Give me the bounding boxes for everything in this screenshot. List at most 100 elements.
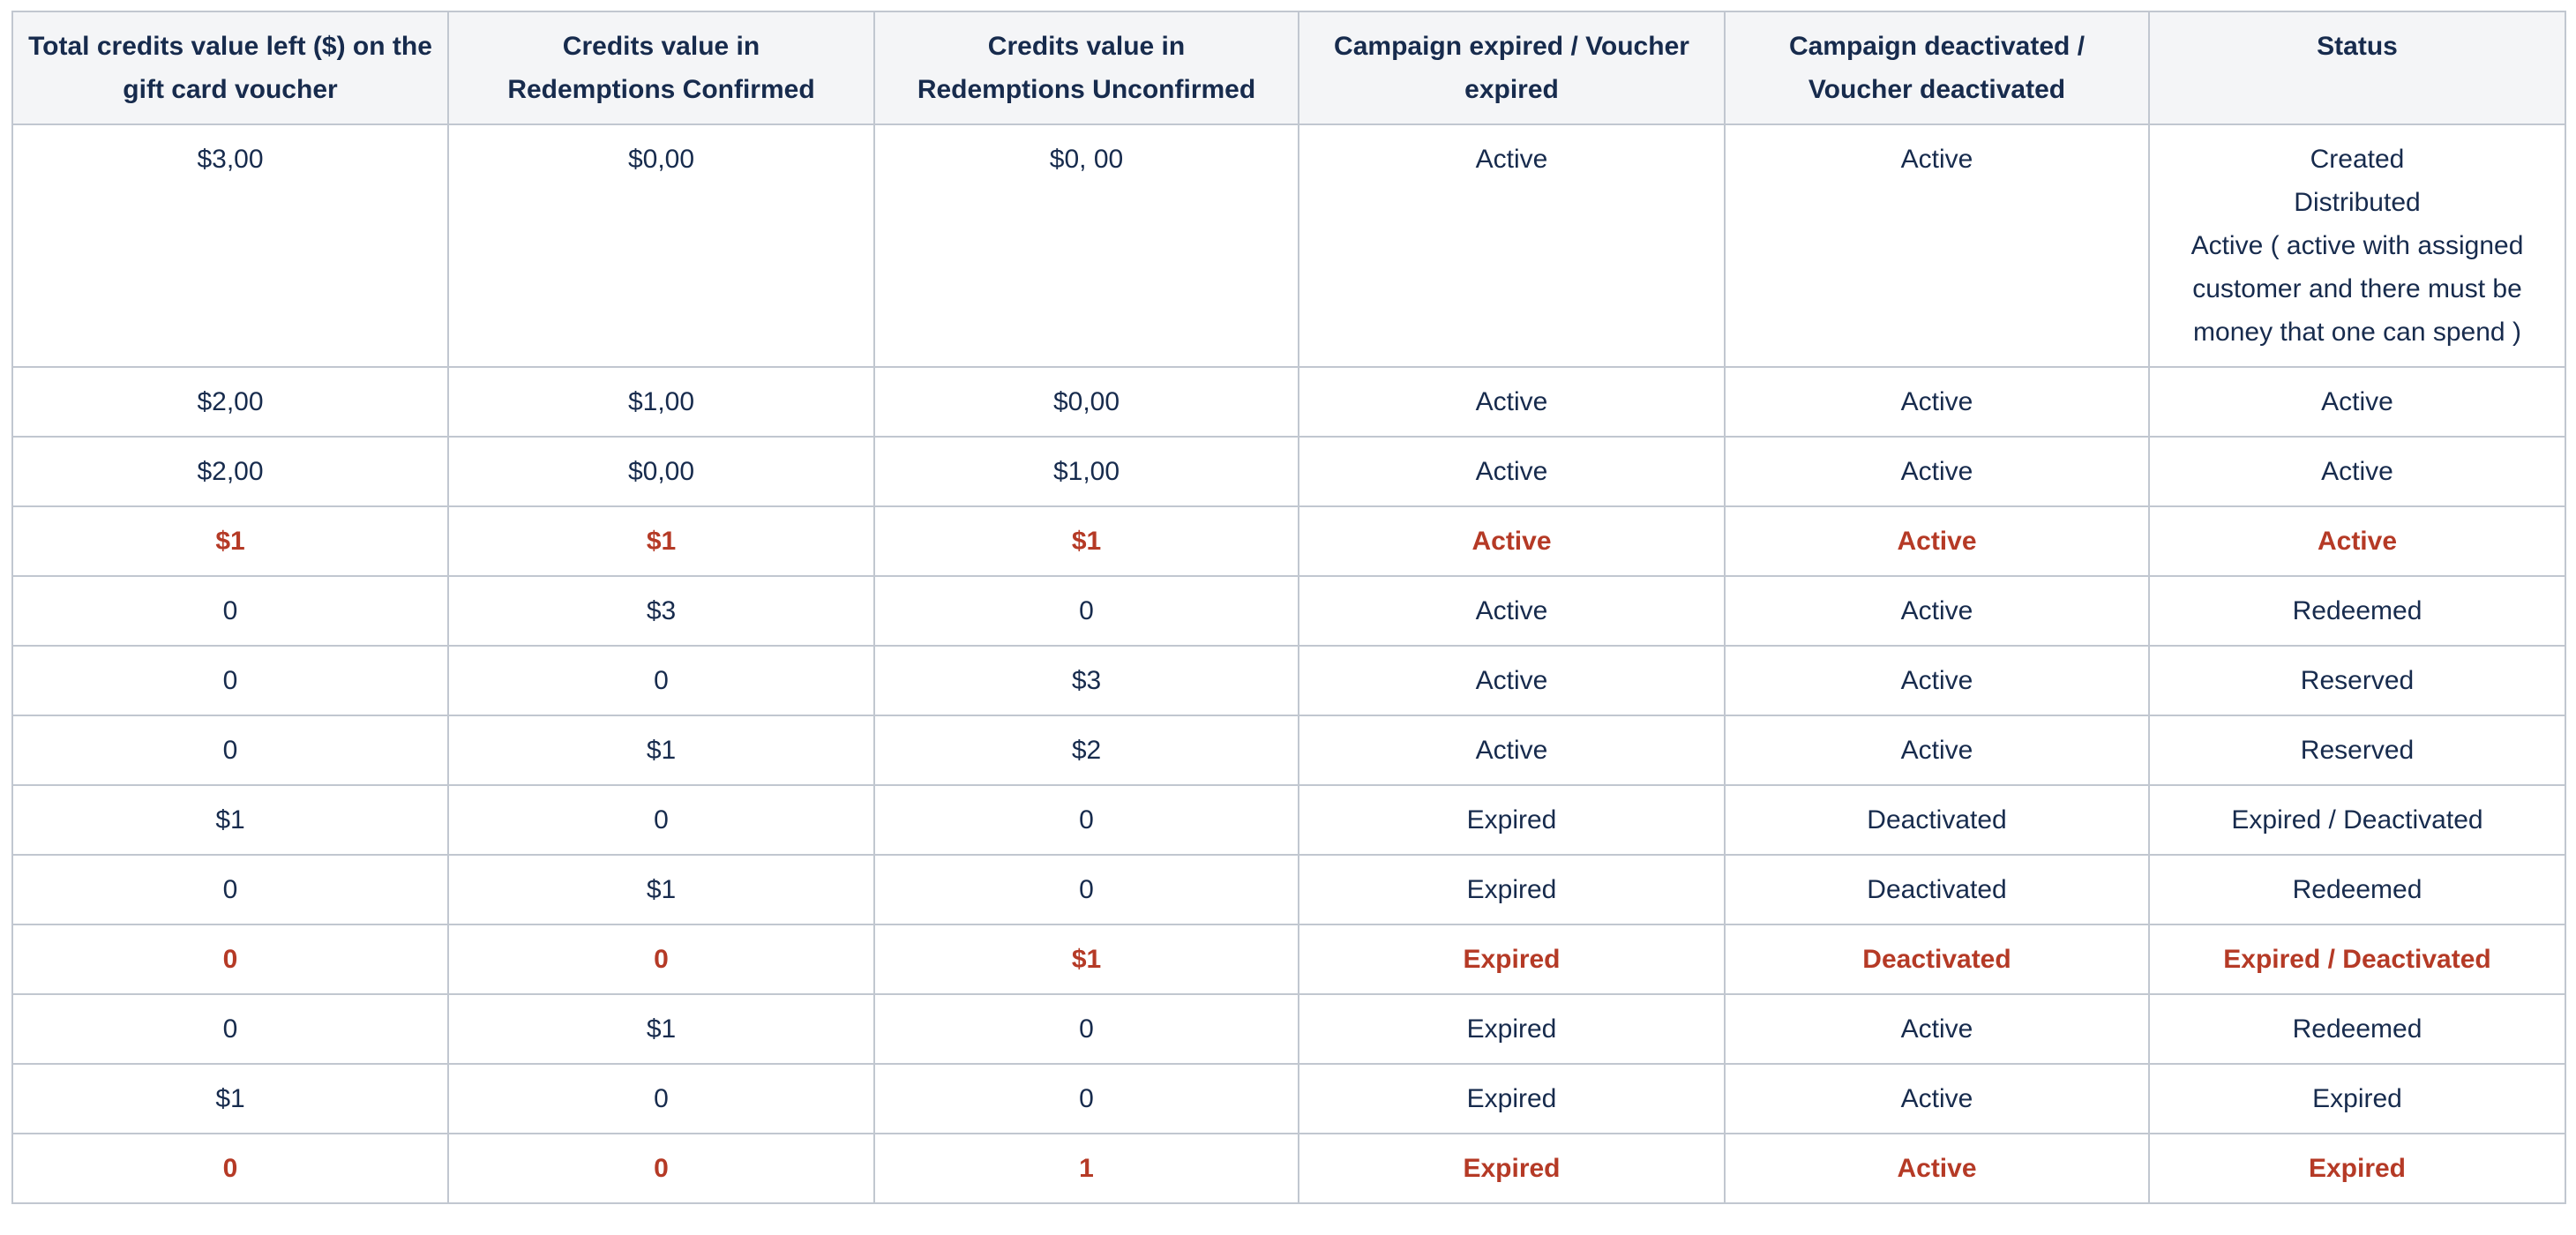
cell-unconfirmed: 0 (873, 993, 1299, 1065)
table-row: $3,00 $0,00 $0, 00 Active Active Created… (11, 124, 2566, 368)
cell-confirmed: 0 (447, 1063, 875, 1134)
table-row: $1 0 0 Expired Deactivated Expired / Dea… (11, 784, 2566, 856)
cell-campaign-expired: Expired (1298, 1063, 1726, 1134)
header-line: Redemptions Unconfirmed (917, 75, 1256, 104)
cell-status: Redeemed (2148, 575, 2566, 647)
cell-campaign-expired: Expired (1298, 1133, 1726, 1204)
cell-campaign-expired: Active (1298, 436, 1726, 507)
table-row-highlighted: $1 $1 $1 Active Active Active (11, 505, 2566, 577)
cell-campaign-deactivated: Active (1724, 124, 2150, 368)
cell-total-left: 0 (11, 645, 449, 716)
cell-unconfirmed: $3 (873, 645, 1299, 716)
voucher-credits-status-table: Total credits value left ($) on the gift… (11, 11, 2566, 1204)
header-line: Campaign deactivated / (1788, 32, 2086, 61)
cell-status: Reserved (2148, 715, 2566, 786)
status-line: Created (2310, 145, 2405, 174)
cell-unconfirmed: 0 (873, 784, 1299, 856)
cell-confirmed: 0 (447, 924, 875, 995)
cell-unconfirmed: $1 (873, 924, 1299, 995)
cell-unconfirmed: 0 (873, 1063, 1299, 1134)
cell-status: Active (2148, 436, 2566, 507)
cell-unconfirmed: $0, 00 (873, 124, 1299, 368)
cell-total-left: 0 (11, 715, 449, 786)
cell-confirmed: $0,00 (447, 436, 875, 507)
cell-confirmed: 0 (447, 1133, 875, 1204)
cell-unconfirmed: $2 (873, 715, 1299, 786)
cell-status: Created Distributed Active ( active with… (2148, 124, 2566, 368)
cell-total-left: 0 (11, 854, 449, 925)
table-row: 0 $1 $2 Active Active Reserved (11, 715, 2566, 786)
column-header-total-credits-left: Total credits value left ($) on the gift… (11, 11, 449, 125)
cell-campaign-deactivated: Deactivated (1724, 924, 2150, 995)
header-line: Redemptions Confirmed (507, 75, 815, 104)
header-line: Credits value in (562, 32, 760, 61)
cell-status: Expired / Deactivated (2148, 924, 2566, 995)
cell-total-left: 0 (11, 993, 449, 1065)
cell-unconfirmed: $0,00 (873, 366, 1299, 438)
header-line: gift card voucher (123, 75, 338, 104)
cell-unconfirmed: 0 (873, 854, 1299, 925)
table-row: 0 $3 0 Active Active Redeemed (11, 575, 2566, 647)
cell-total-left: $1 (11, 505, 449, 577)
table-row: $1 0 0 Expired Active Expired (11, 1063, 2566, 1134)
header-line: Status (2317, 32, 2398, 61)
header-line: Total credits value left ($) on the (28, 32, 432, 61)
cell-campaign-deactivated: Active (1724, 993, 2150, 1065)
column-header-status: Status (2148, 11, 2566, 125)
cell-total-left: $2,00 (11, 366, 449, 438)
table-row: $2,00 $0,00 $1,00 Active Active Active (11, 436, 2566, 507)
cell-campaign-deactivated: Active (1724, 1133, 2150, 1204)
status-line: Distributed (2294, 188, 2421, 217)
cell-status: Active (2148, 505, 2566, 577)
cell-confirmed: $3 (447, 575, 875, 647)
table-row: 0 $1 0 Expired Active Redeemed (11, 993, 2566, 1065)
cell-total-left: $3,00 (11, 124, 449, 368)
cell-campaign-expired: Expired (1298, 924, 1726, 995)
cell-campaign-deactivated: Active (1724, 1063, 2150, 1134)
cell-confirmed: 0 (447, 645, 875, 716)
table-row: $2,00 $1,00 $0,00 Active Active Active (11, 366, 2566, 438)
cell-status: Redeemed (2148, 854, 2566, 925)
cell-total-left: 0 (11, 575, 449, 647)
column-header-redemptions-unconfirmed: Credits value in Redemptions Unconfirmed (873, 11, 1299, 125)
cell-campaign-expired: Expired (1298, 993, 1726, 1065)
column-header-redemptions-confirmed: Credits value in Redemptions Confirmed (447, 11, 875, 125)
cell-campaign-expired: Active (1298, 505, 1726, 577)
cell-total-left: $1 (11, 1063, 449, 1134)
cell-confirmed: $1 (447, 854, 875, 925)
cell-confirmed: $1 (447, 993, 875, 1065)
cell-campaign-expired: Active (1298, 366, 1726, 438)
status-line: Active ( active with assigned customer a… (2190, 231, 2524, 347)
cell-campaign-deactivated: Deactivated (1724, 854, 2150, 925)
table-row-highlighted: 0 0 $1 Expired Deactivated Expired / Dea… (11, 924, 2566, 995)
cell-unconfirmed: $1,00 (873, 436, 1299, 507)
cell-campaign-deactivated: Active (1724, 505, 2150, 577)
column-header-campaign-expired: Campaign expired / Voucher expired (1298, 11, 1726, 125)
cell-unconfirmed: 1 (873, 1133, 1299, 1204)
cell-status: Active (2148, 366, 2566, 438)
cell-total-left: 0 (11, 1133, 449, 1204)
cell-campaign-deactivated: Active (1724, 366, 2150, 438)
cell-status: Reserved (2148, 645, 2566, 716)
column-header-campaign-deactivated: Campaign deactivated / Voucher deactivat… (1724, 11, 2150, 125)
table-row: 0 $1 0 Expired Deactivated Redeemed (11, 854, 2566, 925)
table-row-highlighted: 0 0 1 Expired Active Expired (11, 1133, 2566, 1204)
cell-unconfirmed: 0 (873, 575, 1299, 647)
header-row: Total credits value left ($) on the gift… (11, 11, 2566, 125)
cell-campaign-expired: Active (1298, 715, 1726, 786)
cell-total-left: $2,00 (11, 436, 449, 507)
cell-campaign-deactivated: Active (1724, 575, 2150, 647)
cell-confirmed: $0,00 (447, 124, 875, 368)
cell-confirmed: $1 (447, 715, 875, 786)
cell-total-left: $1 (11, 784, 449, 856)
cell-campaign-expired: Active (1298, 575, 1726, 647)
cell-confirmed: $1 (447, 505, 875, 577)
cell-campaign-deactivated: Deactivated (1724, 784, 2150, 856)
cell-campaign-deactivated: Active (1724, 715, 2150, 786)
cell-status: Redeemed (2148, 993, 2566, 1065)
cell-campaign-expired: Active (1298, 124, 1726, 368)
cell-campaign-expired: Expired (1298, 784, 1726, 856)
cell-status: Expired / Deactivated (2148, 784, 2566, 856)
cell-unconfirmed: $1 (873, 505, 1299, 577)
cell-campaign-deactivated: Active (1724, 645, 2150, 716)
